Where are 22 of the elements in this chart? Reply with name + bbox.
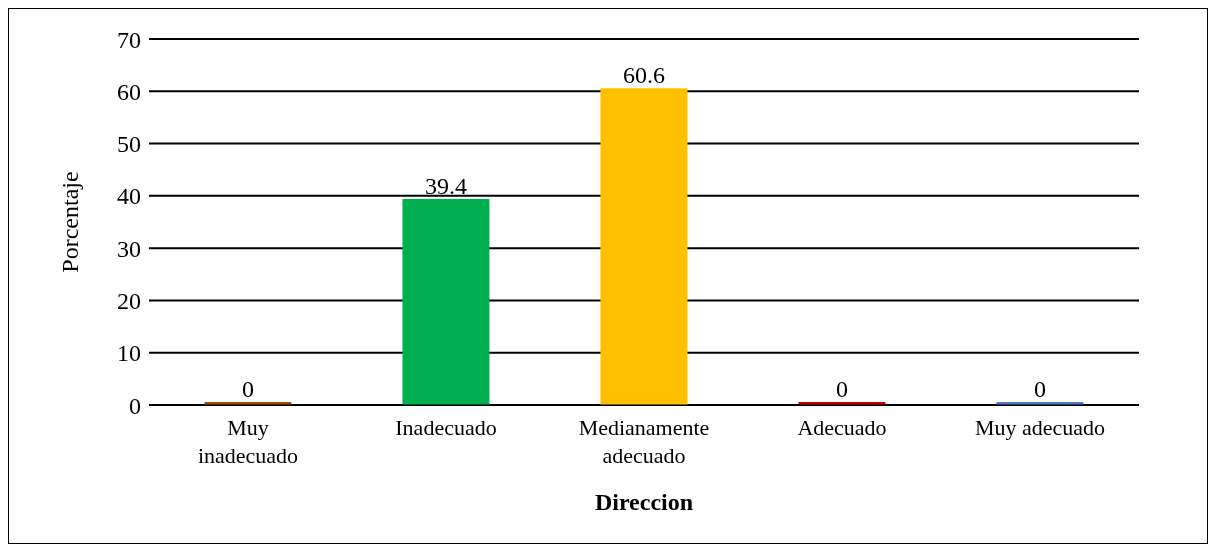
y-tick-label: 20	[117, 287, 141, 314]
y-tick-label: 30	[117, 235, 141, 262]
y-tick-label: 50	[117, 131, 141, 158]
bar	[600, 88, 688, 405]
data-label: 60.6	[622, 62, 665, 89]
x-tick-label: Muy adecuado	[974, 415, 1106, 440]
x-tick-label: Muy inadecuado	[197, 415, 299, 468]
y-tick-label: 60	[117, 78, 141, 105]
data-label: 0	[835, 376, 848, 402]
bar	[402, 198, 490, 405]
y-tick-label: 70	[117, 26, 141, 53]
x-tick-label: Inadecuado	[395, 415, 497, 440]
data-label: 39.4	[424, 172, 467, 199]
data-label: 0	[1033, 376, 1046, 402]
x-tick-label: Adecuado	[797, 415, 887, 440]
y-tick-label: 40	[117, 183, 141, 210]
x-tick-label: Medianamente adecuado	[578, 415, 710, 468]
y-axis-title: Porcentaje	[56, 171, 83, 273]
y-tick-label: 10	[117, 340, 141, 367]
data-label: 0	[241, 376, 254, 402]
y-tick-label: 0	[129, 392, 141, 419]
x-axis-title: Direccion	[594, 489, 694, 515]
